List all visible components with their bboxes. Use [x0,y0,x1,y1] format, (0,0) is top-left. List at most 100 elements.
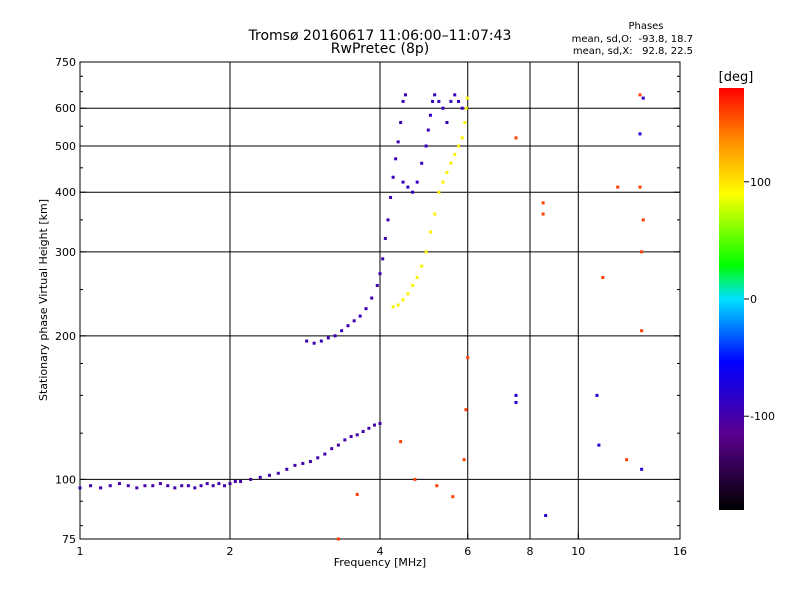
data-point [465,96,469,100]
data-point [370,296,374,300]
chart-subtitle: RwPretec (8p) [331,41,429,57]
data-point [383,236,387,240]
y-tick-label: 300 [55,246,76,259]
data-point [428,230,432,234]
data-point [108,484,112,488]
data-point [151,484,155,488]
data-point [352,319,356,323]
data-point [276,471,280,475]
data-point [375,283,379,287]
legend-line-o: mean, sd,O: -93.8, 18.7 [572,34,693,45]
data-point [211,484,215,488]
data-point [305,339,309,343]
data-point [330,447,334,451]
data-point [641,218,645,222]
data-point [411,190,415,194]
data-point [437,99,441,103]
data-point [180,484,184,488]
data-point [641,96,645,100]
data-point [389,195,393,199]
data-point [166,484,170,488]
data-point [267,473,271,477]
data-point [386,218,390,222]
data-point [391,175,395,179]
data-point [293,463,297,467]
data-point [343,438,347,442]
data-point [462,458,466,462]
x-axis-label: Frequency [MHz] [334,556,426,569]
data-point [396,303,400,307]
legend-title: Phases [628,21,663,32]
data-point [411,283,415,287]
data-points [78,93,645,541]
data-point [316,456,320,460]
data-point [514,136,518,140]
data-point [199,484,203,488]
data-point [355,433,359,437]
data-point [78,486,82,490]
data-point [399,440,403,444]
data-point [346,324,350,328]
data-point [445,121,449,125]
data-point [361,430,365,434]
data-point [541,212,545,216]
x-tick-label: 16 [673,545,687,558]
data-point [595,393,599,397]
data-point [541,201,545,205]
data-point [464,408,468,412]
data-point [544,514,548,518]
chart-title: Tromsø 20160617 11:06:00–11:07:43 [248,28,512,44]
data-point [433,93,437,97]
data-point [437,190,441,194]
data-point [601,276,605,280]
x-tick-label: 1 [77,545,84,558]
colorbar-tick-label: -100 [750,410,775,423]
data-point [143,484,147,488]
data-point [463,121,467,125]
data-point [638,132,642,136]
colorbar-tick-label: 100 [750,176,771,189]
data-point [205,482,209,486]
data-point [406,292,410,296]
data-point [381,257,385,261]
data-point [117,482,121,486]
data-point [401,99,405,103]
x-tick-label: 10 [571,545,585,558]
data-point [378,272,382,276]
data-point [415,180,419,184]
data-point [89,484,93,488]
data-point [457,99,461,103]
data-point [323,452,327,456]
data-point [433,212,437,216]
grid-lines [80,62,680,539]
data-point [193,486,197,490]
data-point [464,106,468,110]
data-point [217,482,221,486]
data-point [394,157,398,161]
colorbar-ticks: 100 0 -100 [744,176,775,423]
data-point [126,484,130,488]
data-point [426,128,430,132]
data-point [403,93,407,97]
data-point [364,307,368,311]
data-point [99,486,103,490]
data-point [336,443,340,447]
data-point [239,479,243,483]
data-point [228,482,232,486]
y-tick-label: 200 [55,330,76,343]
data-point [457,144,461,148]
data-point [616,185,620,189]
colorbar-label: [deg] [719,70,754,85]
data-point [449,161,453,165]
data-point [441,180,445,184]
data-point [285,467,289,471]
colorbar-tick-label: 0 [750,293,757,306]
data-point [373,423,377,427]
data-point [349,435,353,439]
data-point [173,486,177,490]
data-point [233,479,237,483]
colorbar [719,88,744,510]
data-point [466,356,470,360]
data-point [640,250,644,254]
